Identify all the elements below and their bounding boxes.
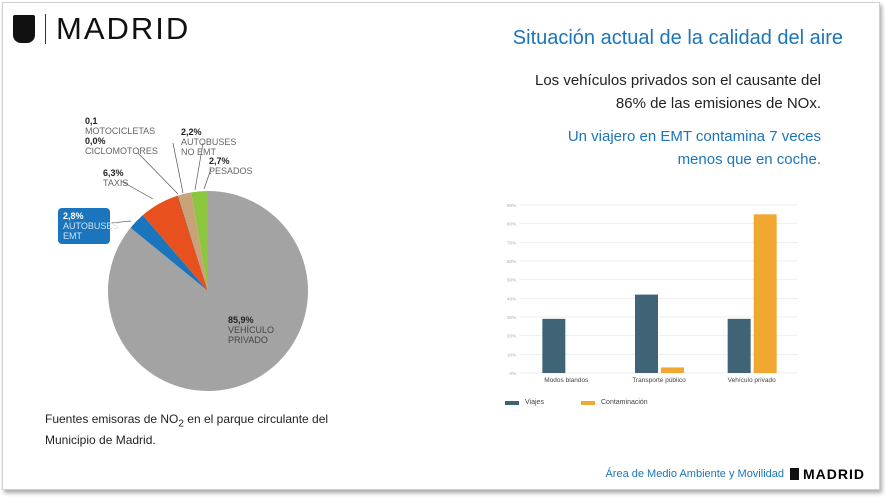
statement-emt: Un viajero en EMT contamina 7 veces meno… [568, 125, 821, 171]
statement-line: Un viajero en EMT contamina 7 veces [567, 128, 821, 145]
y-tick-label: 40% [507, 296, 516, 301]
legend-contaminacion: Contaminación [581, 399, 648, 406]
y-tick-label: 80% [507, 222, 516, 227]
pie-slice [177, 192, 208, 291]
coat-of-arms-icon [13, 15, 35, 43]
label-ciclomotores: 0,0% CICLOMOTORES [85, 136, 158, 156]
statement-line: 86% de las emisiones de NOx. [615, 95, 821, 112]
logo-text: MADRID [56, 11, 191, 46]
legend-label: Contaminación [601, 399, 648, 406]
x-tick-label: Vehículo privado [728, 377, 776, 384]
pie-slice [142, 195, 208, 291]
legend-viajes: Viajes [505, 399, 544, 406]
label-autobuses-emt: 2,8% AUTOBUSES EMT [58, 208, 118, 244]
legend-label: Viajes [525, 399, 544, 406]
statement-private-vehicles: Los vehículos privados son el causante d… [535, 69, 821, 115]
madrid-logo: MADRID [13, 11, 190, 47]
x-tick-label: Modos blandos [544, 377, 589, 384]
statement-line: menos que en coche. [677, 151, 821, 168]
footer-logo-text: MADRID [803, 466, 865, 482]
bar-viajes [635, 294, 658, 373]
legend-swatch [581, 400, 595, 405]
footer-logo: MADRID [790, 466, 865, 482]
leader-line [172, 142, 184, 194]
leader-line [120, 180, 154, 200]
bar-contaminación [753, 214, 777, 373]
pie-slice [191, 191, 208, 291]
bar-contaminación [661, 367, 684, 373]
pie-slice [107, 191, 308, 391]
y-tick-label: 50% [507, 278, 516, 283]
leader-line [194, 142, 204, 191]
pie-slice [130, 215, 208, 291]
y-tick-label: 60% [507, 259, 516, 264]
pie-chart: 0% 10% 20% 30% 40% 50% 60% 70% 80% 90% Modos bland… [107, 142, 798, 391]
caption-text: Fuentes emisoras de NO [45, 412, 179, 426]
y-tick-label: 30% [507, 315, 516, 320]
pie-slice [177, 195, 208, 291]
caption-sub: 2 [178, 418, 184, 430]
statement-line: Los vehículos privados son el causante d… [534, 72, 821, 89]
slide: MADRID Situación actual de la calidad de… [2, 2, 880, 490]
label-taxis: 6,3% TAXIS [103, 168, 129, 188]
y-tick-label: 20% [507, 334, 516, 339]
divider [45, 14, 46, 44]
label-vehiculo-privado: 85,9% VEHÍCULO PRIVADO [228, 315, 275, 345]
bar-viajes [727, 318, 751, 373]
leader-line [137, 152, 179, 195]
label-motos: 0,1 MOTOCICLETAS [85, 116, 156, 136]
caption-text: en el parque circulante del [183, 412, 329, 426]
leader-line [110, 220, 132, 224]
leader-line [203, 168, 212, 190]
x-tick-label: Transporte público [632, 377, 686, 384]
y-tick-label: 70% [507, 240, 516, 245]
y-tick-label: 0% [509, 371, 516, 376]
label-pesados: 2,7% PESADOS [209, 156, 253, 176]
slide-title: Situación actual de la calidad del aire [512, 27, 843, 49]
legend-swatch [505, 400, 519, 405]
coat-of-arms-icon [790, 468, 799, 480]
y-tick-label: 90% [507, 203, 516, 208]
pie-caption: Fuentes emisoras de NO2 en el parque cir… [45, 411, 328, 449]
bar-viajes [542, 318, 566, 373]
label-autobuses-no-emt: 2,2% AUTOBUSES NO EMT [181, 127, 237, 157]
caption-text: Municipio de Madrid. [45, 433, 156, 448]
footer-text: Área de Medio Ambiente y Movilidad [605, 468, 784, 480]
y-tick-label: 10% [507, 352, 516, 357]
